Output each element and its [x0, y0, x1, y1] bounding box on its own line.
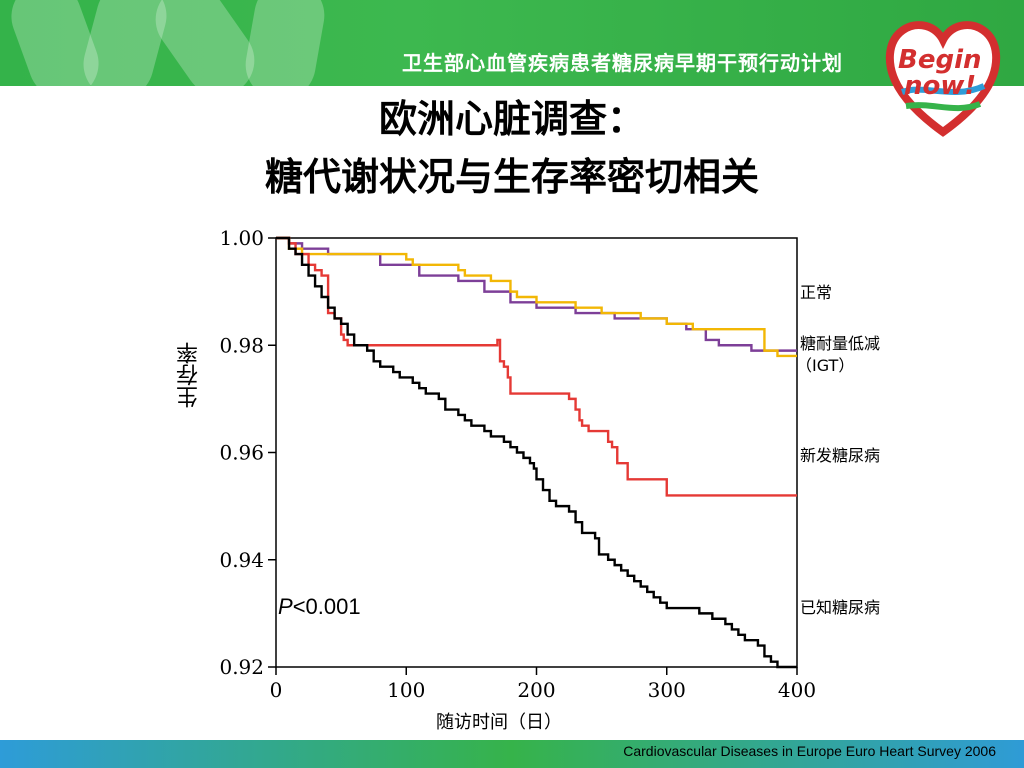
logo-text-top: Begin — [898, 45, 981, 75]
y-tick-label: 1.00 — [219, 226, 264, 250]
slide-title-line2: 糖代谢状况与生存率密切相关 — [264, 154, 759, 199]
x-tick-label: 200 — [517, 678, 555, 702]
legend-normal: 正常 — [800, 283, 833, 302]
x-axis-label: 随访时间（日） — [436, 712, 562, 733]
legend-igt-abbrev: （IGT） — [796, 356, 855, 375]
y-tick-label: 0.98 — [219, 333, 264, 357]
legend-igt: 糖耐量低减 — [800, 334, 881, 353]
x-tick-label: 400 — [778, 678, 816, 702]
series-line-igt — [276, 236, 797, 358]
chart-panel: 0.92 0.94 0.96 0.98 1.00 0 100 200 300 400 — [180, 196, 878, 732]
x-tick-label: 100 — [387, 678, 425, 702]
survival-chart: 0.92 0.94 0.96 0.98 1.00 0 100 200 300 400 — [219, 226, 816, 702]
logo-text-bottom: now! — [904, 71, 976, 101]
y-axis-label: 生存率 — [177, 342, 202, 408]
hands-graphic — [240, 0, 330, 86]
y-tick-label: 0.92 — [219, 655, 264, 679]
begin-now-logo: Begin now! — [885, 21, 1001, 137]
y-tick-label: 0.96 — [219, 441, 264, 465]
slide-title-line1: 欧洲心脏调查： — [378, 96, 645, 141]
series-line-known-diabetes — [276, 236, 797, 669]
legend-new-diabetes: 新发糖尿病 — [800, 446, 881, 465]
y-tick-label: 0.94 — [219, 548, 264, 572]
banner-title: 卫生部心血管疾病患者糖尿病早期干预行动计划 — [402, 51, 843, 75]
header-banner: 卫生部心血管疾病患者糖尿病早期干预行动计划 — [0, 0, 1024, 86]
p-value-annotation: P<0.001 — [278, 594, 361, 620]
legend-known-diabetes: 已知糖尿病 — [800, 598, 881, 617]
series-line-new-diabetes — [276, 236, 797, 497]
x-tick-label: 300 — [648, 678, 686, 702]
source-citation: Cardiovascular Diseases in Europe Euro H… — [623, 743, 996, 759]
p-value-italic: P — [278, 594, 293, 619]
p-value-text: <0.001 — [292, 594, 361, 619]
x-tick-label: 0 — [270, 678, 283, 702]
footer-bar — [0, 740, 1024, 768]
